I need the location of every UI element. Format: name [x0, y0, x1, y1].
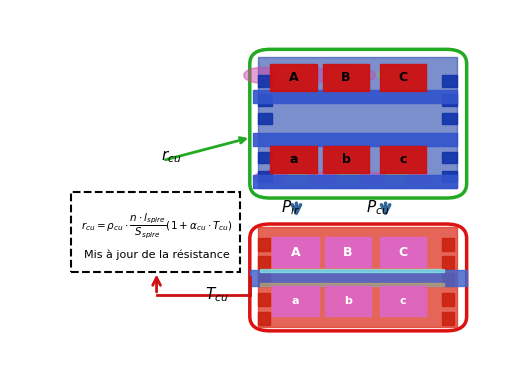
Bar: [253, 90, 457, 103]
Text: $r_{cu} = \rho_{cu} \cdot \dfrac{n \cdot l_{spire}}{S_{spire}}(1+\alpha_{cu} \cd: $r_{cu} = \rho_{cu} \cdot \dfrac{n \cdot…: [81, 211, 232, 240]
Text: b: b: [342, 153, 350, 166]
Bar: [323, 146, 369, 174]
Bar: [258, 94, 272, 106]
Bar: [258, 312, 270, 325]
Text: Mis à jour de la résistance: Mis à jour de la résistance: [84, 249, 230, 259]
Ellipse shape: [347, 69, 376, 82]
Text: C: C: [398, 246, 407, 259]
Ellipse shape: [306, 172, 339, 185]
Bar: [258, 57, 457, 188]
Text: A: A: [289, 71, 298, 84]
Bar: [253, 133, 457, 146]
Bar: [258, 293, 270, 306]
Ellipse shape: [285, 174, 313, 185]
FancyBboxPatch shape: [250, 50, 467, 198]
Text: A: A: [291, 246, 300, 259]
Ellipse shape: [384, 172, 411, 184]
Ellipse shape: [335, 173, 363, 185]
Text: B: B: [343, 246, 353, 259]
Bar: [442, 94, 457, 106]
Bar: [380, 286, 426, 316]
Bar: [260, 283, 445, 286]
Ellipse shape: [276, 67, 304, 78]
Bar: [258, 227, 457, 327]
Ellipse shape: [378, 69, 402, 80]
Text: a: a: [292, 296, 299, 306]
Text: $T_{cu}$: $T_{cu}$: [205, 285, 229, 304]
Bar: [250, 270, 467, 286]
Bar: [380, 146, 426, 174]
Bar: [325, 237, 371, 267]
Bar: [442, 273, 454, 286]
Bar: [258, 256, 270, 269]
FancyBboxPatch shape: [250, 224, 467, 331]
Text: $r_{cu}$: $r_{cu}$: [161, 148, 181, 165]
Bar: [380, 237, 426, 267]
Bar: [270, 146, 316, 174]
Bar: [323, 64, 369, 91]
Bar: [325, 286, 371, 316]
Bar: [442, 113, 457, 125]
Bar: [380, 64, 426, 91]
Ellipse shape: [244, 68, 280, 83]
Bar: [442, 152, 457, 164]
Bar: [258, 152, 272, 164]
Bar: [270, 64, 316, 91]
Bar: [442, 256, 454, 269]
Bar: [272, 237, 319, 267]
Bar: [72, 192, 240, 272]
Bar: [258, 238, 270, 252]
Ellipse shape: [327, 68, 355, 80]
Ellipse shape: [401, 69, 427, 83]
Ellipse shape: [299, 68, 331, 82]
Text: a: a: [289, 153, 298, 166]
Text: c: c: [399, 153, 406, 166]
Bar: [258, 273, 270, 286]
Bar: [442, 75, 457, 87]
Text: $P_{cu}$: $P_{cu}$: [366, 199, 389, 217]
Bar: [442, 238, 454, 252]
Bar: [253, 175, 457, 188]
Bar: [442, 293, 454, 306]
Bar: [258, 113, 272, 125]
Text: $P_{ir}$: $P_{ir}$: [281, 199, 300, 217]
Ellipse shape: [405, 173, 431, 186]
Bar: [272, 286, 319, 316]
Text: B: B: [342, 71, 351, 84]
Text: c: c: [400, 296, 406, 306]
Bar: [260, 269, 445, 272]
Text: C: C: [398, 71, 407, 84]
Ellipse shape: [359, 172, 388, 185]
Bar: [258, 75, 272, 87]
Bar: [258, 171, 272, 182]
Bar: [442, 171, 457, 182]
Bar: [442, 312, 454, 325]
Ellipse shape: [254, 171, 290, 185]
Text: b: b: [344, 296, 352, 306]
